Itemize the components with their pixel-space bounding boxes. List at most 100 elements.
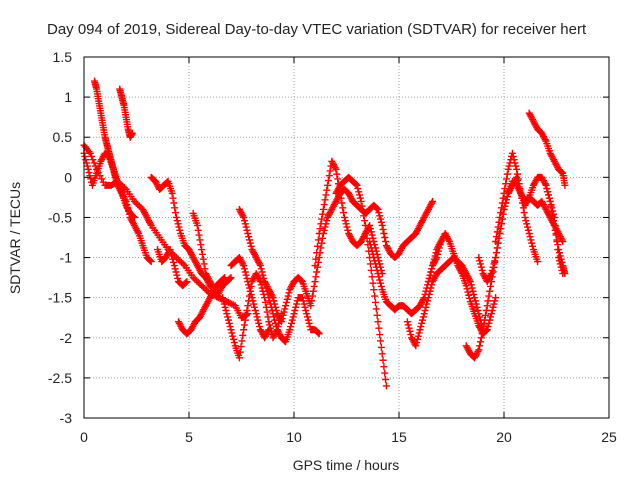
data-point xyxy=(525,229,533,237)
data-point xyxy=(497,209,505,217)
data-point xyxy=(380,363,388,371)
series-track-12 xyxy=(261,185,357,326)
data-point xyxy=(89,156,97,164)
data-point xyxy=(502,180,510,188)
data-point xyxy=(524,223,532,231)
data-point xyxy=(264,313,272,321)
data-point xyxy=(168,252,176,260)
data-point xyxy=(378,350,386,358)
data-point xyxy=(514,175,522,183)
data-point xyxy=(369,279,377,287)
data-point xyxy=(373,205,381,213)
data-point xyxy=(123,201,131,209)
data-point xyxy=(369,234,377,242)
data-point xyxy=(555,249,563,257)
data-point xyxy=(287,319,295,327)
data-point xyxy=(334,175,342,183)
data-point xyxy=(527,236,535,244)
data-point xyxy=(243,226,251,234)
data-point xyxy=(487,271,495,279)
data-point xyxy=(307,302,315,310)
data-point xyxy=(476,313,484,321)
data-point xyxy=(240,262,248,270)
x-tick-labels: 0 5 10 15 20 25 xyxy=(80,429,617,445)
data-point xyxy=(505,162,513,170)
data-point xyxy=(135,202,143,210)
data-point xyxy=(325,172,333,180)
data-point xyxy=(310,282,318,290)
data-point xyxy=(134,201,142,209)
data-point xyxy=(379,225,387,233)
data-point xyxy=(465,291,473,299)
data-point xyxy=(424,297,432,305)
data-point xyxy=(375,209,383,217)
data-point xyxy=(171,204,179,212)
data-point xyxy=(195,231,203,239)
data-point xyxy=(172,209,180,217)
data-point xyxy=(85,148,93,156)
data-point xyxy=(492,233,500,241)
data-point xyxy=(489,303,497,311)
data-point xyxy=(487,310,495,318)
data-point xyxy=(528,239,536,247)
data-point xyxy=(467,281,475,289)
data-point xyxy=(423,300,431,308)
data-point xyxy=(485,292,493,300)
data-point xyxy=(256,323,264,331)
data-point xyxy=(376,331,384,339)
series-track-8 xyxy=(189,209,235,298)
data-point xyxy=(482,307,490,315)
data-point xyxy=(321,196,329,204)
y-tick-labels: 1.5 1 0.5 0 -0.5 -1 -1.5 -2 -2.5 -3 xyxy=(48,49,72,426)
data-point xyxy=(235,354,243,362)
data-point xyxy=(369,250,377,258)
series-track-4 xyxy=(80,141,252,322)
data-point xyxy=(173,271,181,279)
data-point xyxy=(271,300,279,308)
data-point xyxy=(372,305,380,313)
data-point xyxy=(322,191,330,199)
data-point xyxy=(476,342,484,350)
data-point xyxy=(339,204,347,212)
chart-title: Day 094 of 2019, Sidereal Day-to-day VTE… xyxy=(47,21,587,38)
data-point xyxy=(551,221,559,229)
data-point xyxy=(378,221,386,229)
data-point xyxy=(282,302,290,310)
data-point xyxy=(285,289,293,297)
data-point xyxy=(526,233,534,241)
data-point xyxy=(381,369,389,377)
data-point xyxy=(87,175,95,183)
data-point xyxy=(134,228,142,236)
data-point xyxy=(337,194,345,202)
data-point xyxy=(524,195,532,203)
data-point xyxy=(371,257,379,265)
data-point xyxy=(239,260,247,268)
data-point xyxy=(260,274,268,282)
data-point xyxy=(482,311,490,319)
data-point xyxy=(170,262,178,270)
data-point xyxy=(414,332,422,340)
data-point xyxy=(541,180,549,188)
data-point xyxy=(226,274,234,282)
data-point xyxy=(371,260,379,268)
data-point xyxy=(265,326,273,334)
data-point xyxy=(366,225,374,233)
data-point xyxy=(512,162,520,170)
data-point xyxy=(324,181,332,189)
data-point xyxy=(194,278,202,286)
data-point xyxy=(317,220,325,228)
data-point xyxy=(542,181,550,189)
data-point xyxy=(198,246,206,254)
data-point xyxy=(222,307,230,315)
data-point xyxy=(229,332,237,340)
data-point xyxy=(524,226,532,234)
data-point xyxy=(169,255,177,263)
data-point xyxy=(128,129,136,137)
data-point xyxy=(513,165,521,173)
data-point xyxy=(445,236,453,244)
data-point xyxy=(468,284,476,292)
data-point xyxy=(125,207,133,215)
data-point xyxy=(199,283,207,291)
data-point xyxy=(245,236,253,244)
data-point xyxy=(356,194,364,202)
